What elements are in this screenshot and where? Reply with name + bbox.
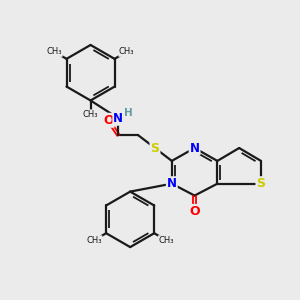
Text: N: N bbox=[113, 112, 123, 125]
Text: O: O bbox=[103, 114, 114, 127]
Text: CH₃: CH₃ bbox=[86, 236, 102, 245]
Text: O: O bbox=[189, 205, 200, 218]
Text: S: S bbox=[151, 142, 160, 154]
Text: S: S bbox=[256, 177, 266, 190]
Text: N: N bbox=[190, 142, 200, 154]
Text: CH₃: CH₃ bbox=[158, 236, 174, 245]
Text: N: N bbox=[167, 177, 177, 190]
Text: H: H bbox=[124, 108, 133, 118]
Text: CH₃: CH₃ bbox=[119, 47, 134, 56]
Text: CH₃: CH₃ bbox=[83, 110, 98, 119]
Text: CH₃: CH₃ bbox=[47, 47, 62, 56]
